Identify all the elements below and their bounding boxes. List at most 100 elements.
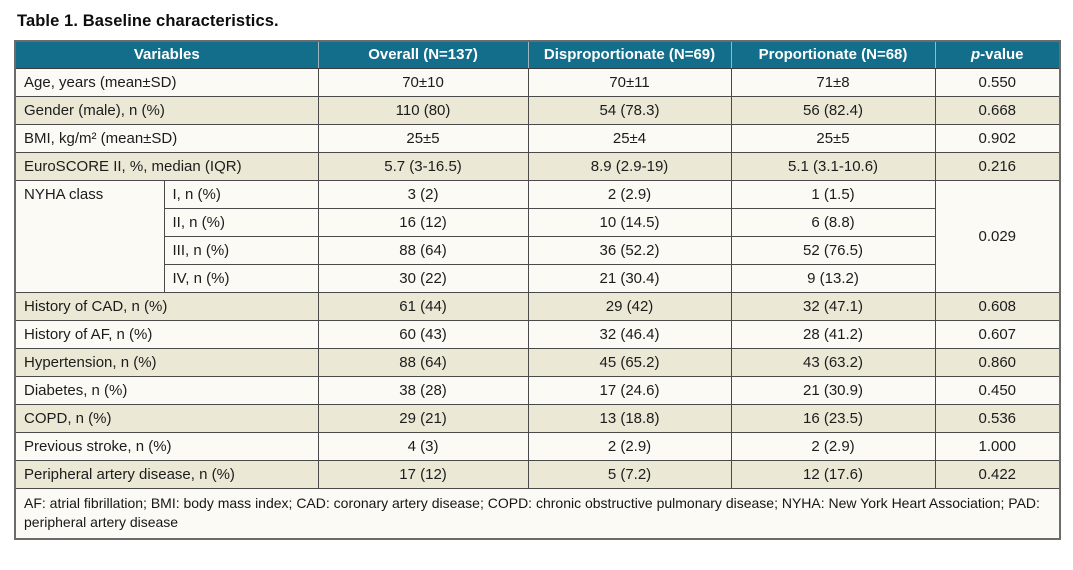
disproportionate-value-cell: 21 (30.4) [527, 263, 732, 293]
proportionate-value-cell: 71±8 [730, 67, 936, 97]
table-row: IV, n (%) 30 (22) 21 (30.4) 9 (13.2) [15, 263, 1060, 293]
p-value-cell: 0.608 [934, 291, 1061, 321]
table-row: Diabetes, n (%) 38 (28) 17 (24.6) 21 (30.9)… [14, 375, 1061, 405]
overall-value-cell: 4 (3) [317, 431, 529, 461]
proportionate-value-cell: 28 (41.2) [730, 319, 936, 349]
table-row: Peripheral artery disease, n (%) 17 (12) 5… [14, 459, 1061, 489]
table-footnote: AF: atrial fibrillation; BMI: body mass … [14, 487, 1061, 540]
column-header: Proportionate (N=68) [730, 41, 936, 69]
p-value-cell: 0.668 [934, 95, 1061, 125]
p-value-cell: 1.000 [934, 431, 1061, 461]
overall-value-cell: 29 (21) [317, 403, 529, 433]
p-value-cell: 0.216 [934, 151, 1061, 181]
p-value-cell: 0.536 [934, 403, 1061, 433]
disproportionate-value-cell: 2 (2.9) [527, 431, 732, 461]
table-row: Gender (male), n (%) 110 (80) 54 (78.3) 56 … [14, 95, 1061, 125]
disproportionate-value-cell: 2 (2.9) [527, 179, 732, 209]
table-row: III, n (%) 88 (64) 36 (52.2) 52 (76.5) [15, 235, 1060, 265]
table-row: COPD, n (%) 29 (21) 13 (18.8) 16 (23.5) 0.53… [14, 403, 1061, 433]
table-row: History of CAD, n (%) 61 (44) 29 (42) 32 (4… [14, 291, 1061, 321]
column-header: Overall (N=137) [317, 41, 529, 69]
proportionate-value-cell: 32 (47.1) [730, 291, 936, 321]
column-header: Variables [14, 41, 319, 69]
table-row: NYHA class I, n (%) 3 (2) 2 (2.9) 1 (1.5) 0.0… [14, 179, 1061, 293]
overall-value-cell: 88 (64) [317, 235, 529, 265]
proportionate-value-cell: 9 (13.2) [730, 263, 936, 293]
table-row: II, n (%) 16 (12) 10 (14.5) 6 (8.8) [15, 207, 1060, 237]
p-value-cell: 0.607 [934, 319, 1061, 349]
table-row: EuroSCORE II, %, median (IQR) 5.7 (3-16.5… [14, 151, 1061, 181]
disproportionate-value-cell: 45 (65.2) [527, 347, 732, 377]
variable-cell: Diabetes, n (%) [14, 375, 319, 405]
table-body: Age, years (mean±SD) 70±10 70±11 71±8 0.550 G… [14, 67, 1061, 489]
disproportionate-value-cell: 29 (42) [527, 291, 732, 321]
disproportionate-value-cell: 70±11 [527, 67, 732, 97]
variable-cell: EuroSCORE II, %, median (IQR) [14, 151, 319, 181]
page: Table 1. Baseline characteristics. Varia… [14, 12, 1062, 541]
proportionate-value-cell: 21 (30.9) [730, 375, 936, 405]
proportionate-value-cell: 25±5 [730, 123, 936, 153]
disproportionate-value-cell: 5 (7.2) [527, 459, 732, 489]
sub-variable-cell: I, n (%) [163, 179, 319, 209]
disproportionate-value-cell: 25±4 [527, 123, 732, 153]
proportionate-value-cell: 43 (63.2) [730, 347, 936, 377]
proportionate-value-cell: 16 (23.5) [730, 403, 936, 433]
overall-value-cell: 60 (43) [317, 319, 529, 349]
p-value-cell: 0.450 [934, 375, 1061, 405]
overall-value-cell: 38 (28) [317, 375, 529, 405]
p-value-cell: 0.860 [934, 347, 1061, 377]
disproportionate-value-cell: 17 (24.6) [527, 375, 732, 405]
proportionate-value-cell: 5.1 (3.1-10.6) [730, 151, 936, 181]
table-row: BMI, kg/m² (mean±SD) 25±5 25±4 25±5 0.902 [14, 123, 1061, 153]
variable-cell: BMI, kg/m² (mean±SD) [14, 123, 319, 153]
disproportionate-value-cell: 13 (18.8) [527, 403, 732, 433]
p-value-cell: 0.422 [934, 459, 1061, 489]
variable-cell: History of CAD, n (%) [14, 291, 319, 321]
variable-cell: Hypertension, n (%) [14, 347, 319, 377]
proportionate-value-cell: 2 (2.9) [730, 431, 936, 461]
overall-value-cell: 110 (80) [317, 95, 529, 125]
overall-value-cell: 88 (64) [317, 347, 529, 377]
overall-value-cell: 70±10 [317, 67, 529, 97]
group-variable-cell: NYHA class [14, 179, 165, 293]
table-footnote-row: AF: atrial fibrillation; BMI: body mass … [14, 487, 1061, 540]
table-header-row: Variables Overall (N=137) Disproportionate… [14, 41, 1061, 69]
p-value-cell: 0.902 [934, 123, 1061, 153]
table-row: History of AF, n (%) 60 (43) 32 (46.4) 28 (… [14, 319, 1061, 349]
variable-cell: Peripheral artery disease, n (%) [14, 459, 319, 489]
variable-cell: History of AF, n (%) [14, 319, 319, 349]
disproportionate-value-cell: 8.9 (2.9-19) [527, 151, 732, 181]
p-value-cell: 0.029 [934, 179, 1061, 293]
overall-value-cell: 16 (12) [317, 207, 529, 237]
italic-p: p [971, 46, 981, 64]
disproportionate-value-cell: 54 (78.3) [527, 95, 732, 125]
overall-value-cell: 61 (44) [317, 291, 529, 321]
disproportionate-value-cell: 36 (52.2) [527, 235, 732, 265]
table-row: Age, years (mean±SD) 70±10 70±11 71±8 0.550 [14, 67, 1061, 97]
variable-cell: Age, years (mean±SD) [14, 67, 319, 97]
table-title: Table 1. Baseline characteristics. [17, 12, 279, 30]
p-value-cell: 0.550 [934, 67, 1061, 97]
overall-value-cell: 25±5 [317, 123, 529, 153]
variable-cell: Gender (male), n (%) [14, 95, 319, 125]
proportionate-value-cell: 12 (17.6) [730, 459, 936, 489]
column-header: Disproportionate (N=69) [527, 41, 732, 69]
proportionate-value-cell: 1 (1.5) [730, 179, 936, 209]
column-header: p-value [934, 41, 1061, 69]
sub-variable-cell: IV, n (%) [163, 263, 319, 293]
variable-cell: COPD, n (%) [14, 403, 319, 433]
disproportionate-value-cell: 32 (46.4) [527, 319, 732, 349]
table-row: Previous stroke, n (%) 4 (3) 2 (2.9) 2 (2.9… [14, 431, 1061, 461]
baseline-characteristics-table: Variables Overall (N=137) Disproportionate… [14, 40, 1062, 541]
overall-value-cell: 17 (12) [317, 459, 529, 489]
sub-variable-cell: III, n (%) [163, 235, 319, 265]
overall-value-cell: 3 (2) [317, 179, 529, 209]
overall-value-cell: 30 (22) [317, 263, 529, 293]
overall-value-cell: 5.7 (3-16.5) [317, 151, 529, 181]
proportionate-value-cell: 56 (82.4) [730, 95, 936, 125]
variable-cell: Previous stroke, n (%) [14, 431, 319, 461]
disproportionate-value-cell: 10 (14.5) [527, 207, 732, 237]
proportionate-value-cell: 52 (76.5) [730, 235, 936, 265]
sub-variable-cell: II, n (%) [163, 207, 319, 237]
table-row: Hypertension, n (%) 88 (64) 45 (65.2) 43 (6… [14, 347, 1061, 377]
